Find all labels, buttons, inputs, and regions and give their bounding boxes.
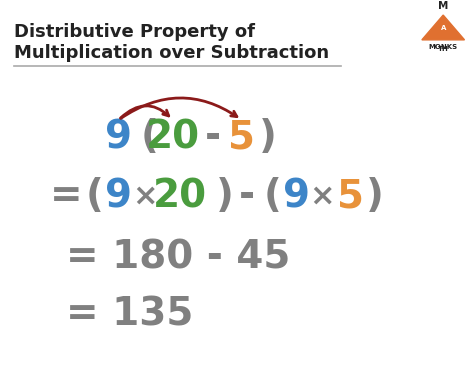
Polygon shape xyxy=(422,15,465,40)
Text: = 135: = 135 xyxy=(66,296,194,334)
Text: (: ( xyxy=(264,177,282,215)
Text: -: - xyxy=(238,177,255,215)
Text: A: A xyxy=(440,25,446,31)
Text: =: = xyxy=(50,177,82,215)
Text: 20: 20 xyxy=(146,118,200,156)
Text: 5: 5 xyxy=(228,118,255,156)
Text: 5: 5 xyxy=(337,177,364,215)
Text: 9: 9 xyxy=(105,118,132,156)
Text: ×: × xyxy=(310,182,335,211)
Text: Multiplication over Subtraction: Multiplication over Subtraction xyxy=(14,44,329,62)
Text: = 180 - 45: = 180 - 45 xyxy=(66,238,291,276)
Text: ×: × xyxy=(132,182,157,211)
Text: (: ( xyxy=(140,118,158,156)
Text: 20: 20 xyxy=(153,177,207,215)
Text: M: M xyxy=(438,1,448,11)
Text: TH: TH xyxy=(438,46,448,51)
Text: (: ( xyxy=(86,177,104,215)
Text: -: - xyxy=(205,118,221,156)
Text: MONKS: MONKS xyxy=(428,44,458,50)
Text: 9: 9 xyxy=(105,177,132,215)
Text: ): ) xyxy=(365,177,383,215)
Text: ): ) xyxy=(259,118,277,156)
Text: 9: 9 xyxy=(283,177,310,215)
Text: Distributive Property of: Distributive Property of xyxy=(14,23,255,41)
Text: ): ) xyxy=(216,177,234,215)
